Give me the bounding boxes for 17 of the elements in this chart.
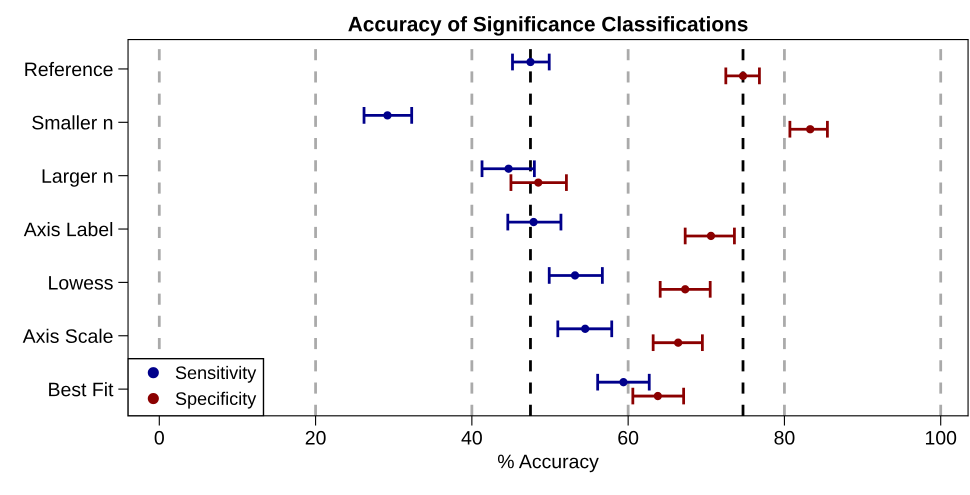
y-tick-label: Larger n xyxy=(42,169,112,187)
x-tick-label: 0 xyxy=(154,430,164,445)
legend-label: Specificity xyxy=(176,392,256,409)
y-tick-label: Reference xyxy=(25,62,113,76)
x-axis-title: % Accuracy xyxy=(498,454,599,472)
y-tick-label: Smaller n xyxy=(32,115,112,130)
legend-label: Sensitivity xyxy=(176,366,256,383)
x-tick-label: 40 xyxy=(461,430,482,445)
x-tick-label: 20 xyxy=(306,430,326,445)
y-tick-label: Lowess xyxy=(49,276,113,290)
chart-title: Accuracy of Significance Classifications xyxy=(348,16,748,36)
y-tick-label: Axis Scale xyxy=(22,328,113,343)
y-tick-label: Axis Label xyxy=(24,222,112,236)
x-tick-label: 60 xyxy=(618,430,638,445)
x-tick-label: 80 xyxy=(774,430,794,445)
x-tick-label: 100 xyxy=(926,430,956,445)
y-tick-label: Best Fit xyxy=(49,382,114,396)
